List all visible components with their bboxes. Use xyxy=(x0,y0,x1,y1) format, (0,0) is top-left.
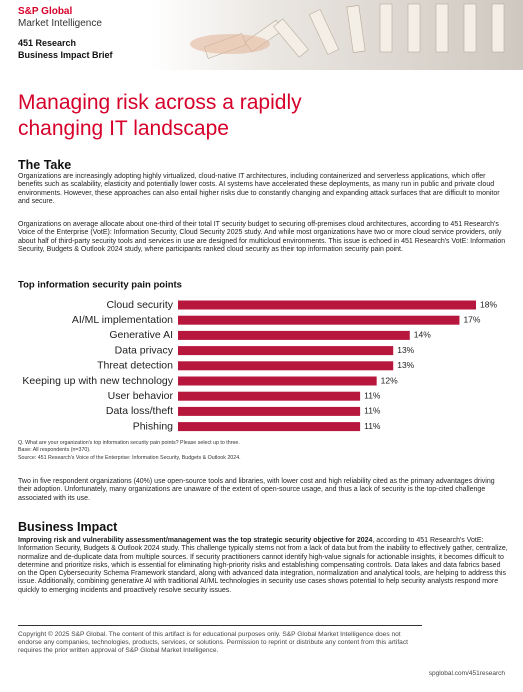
chart-title: Top information security pain points xyxy=(18,280,182,291)
bar xyxy=(178,346,394,356)
category-label: User behavior xyxy=(108,390,174,402)
category-label: Cloud security xyxy=(106,299,173,311)
category-label: Data loss/theft xyxy=(106,405,173,417)
brand: S&P Global xyxy=(18,6,73,17)
category-label: Threat detection xyxy=(97,360,173,372)
chart-note: Q. What are your organization's top info… xyxy=(18,440,240,446)
footer-url: spglobal.com/451research xyxy=(428,670,505,677)
doc-type: Business Impact Brief xyxy=(18,50,113,60)
category-label: Generative AI xyxy=(109,329,173,341)
value-label: 18% xyxy=(480,299,497,309)
value-label: 14% xyxy=(414,330,431,340)
copyright: Copyright © 2025 S&P Global. The content… xyxy=(18,631,408,655)
unit: 451 Research xyxy=(18,38,77,48)
value-label: 13% xyxy=(397,360,414,370)
section-heading: The Take xyxy=(18,158,72,172)
lead: Improving risk and vulnerability assessm… xyxy=(18,537,373,544)
value-label: 13% xyxy=(397,345,414,355)
paragraph: Two in five respondent organizations (40… xyxy=(18,478,495,502)
bar xyxy=(178,330,410,340)
title: Managing risk across a rapidly changing … xyxy=(18,91,302,140)
category-label: Data privacy xyxy=(115,344,174,356)
section-heading: Business Impact xyxy=(18,520,118,534)
bar xyxy=(178,300,476,310)
division: Market Intelligence xyxy=(18,18,102,29)
chart-note: Base: All respondents (n=370). xyxy=(18,447,91,453)
value-label: 17% xyxy=(463,314,480,324)
header-image xyxy=(150,0,523,70)
paragraph: Organizations are increasingly adopting … xyxy=(18,173,500,205)
text: , according to 451 Research's VotE: Info… xyxy=(18,537,508,594)
bar xyxy=(178,315,460,325)
rule xyxy=(18,625,422,626)
value-label: 12% xyxy=(381,375,398,385)
value-label: 11% xyxy=(364,406,381,416)
paragraph: Organizations on average allocate about … xyxy=(18,221,506,253)
category-label: Keeping up with new technology xyxy=(22,375,173,387)
bar xyxy=(178,376,377,386)
value-label: 11% xyxy=(364,421,381,431)
value-label: 11% xyxy=(364,390,381,400)
bar xyxy=(178,391,361,401)
bar xyxy=(178,361,394,371)
paragraph: Improving risk and vulnerability assessm… xyxy=(18,537,510,595)
bar xyxy=(178,406,361,416)
bar xyxy=(178,422,361,432)
chart: Top information security pain points Clo… xyxy=(18,280,497,433)
category-label: AI/ML implementation xyxy=(72,314,173,326)
chart-note: Source: 451 Research's Voice of the Ente… xyxy=(18,455,241,461)
category-label: Phishing xyxy=(133,420,173,432)
